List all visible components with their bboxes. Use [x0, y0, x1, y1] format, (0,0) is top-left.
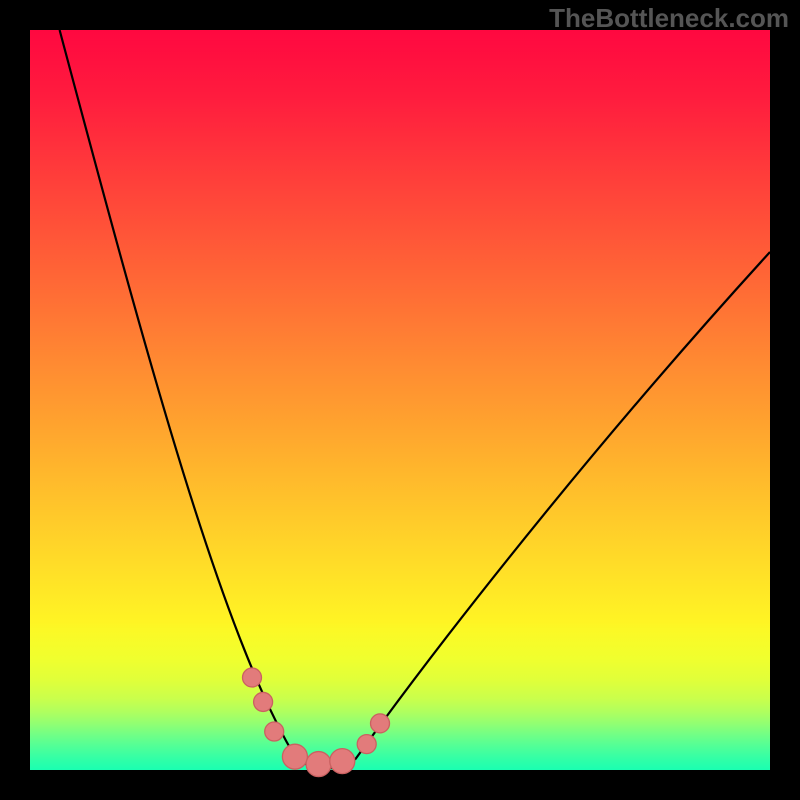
data-marker — [265, 722, 284, 741]
data-marker — [357, 735, 376, 754]
data-marker — [282, 744, 307, 769]
data-marker — [254, 692, 273, 711]
watermark-text: TheBottleneck.com — [549, 3, 789, 33]
bottleneck-chart: TheBottleneck.com — [0, 0, 800, 800]
data-marker — [243, 668, 262, 687]
plot-background — [30, 30, 770, 770]
data-marker — [330, 749, 355, 774]
data-marker — [371, 714, 390, 733]
data-marker — [306, 752, 331, 777]
